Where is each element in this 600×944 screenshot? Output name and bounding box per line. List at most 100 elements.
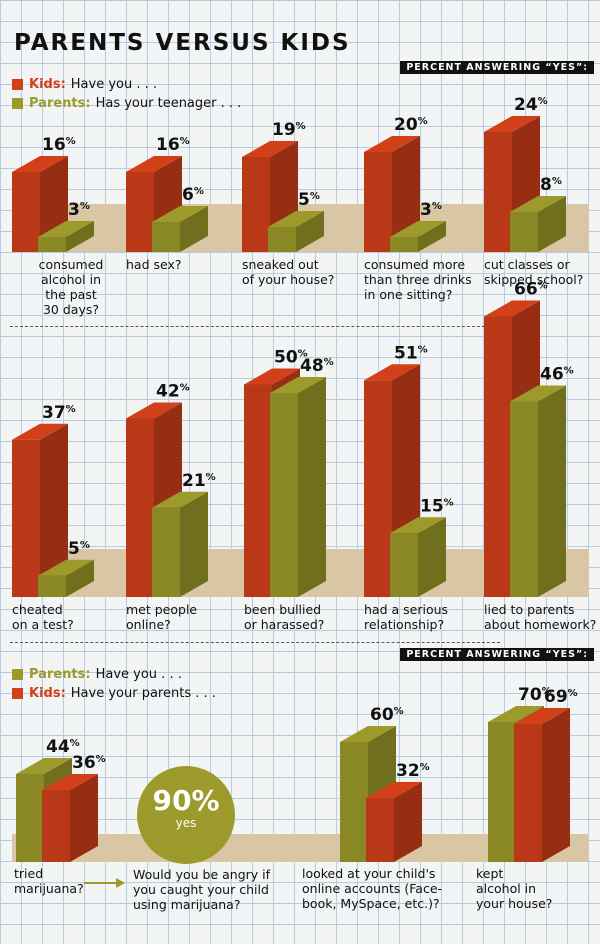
bar-top-parents-2-0: [16, 758, 72, 774]
category-label-0-2: sneaked out of your house?: [242, 257, 335, 287]
legend-kids-text: Have you . . .: [70, 77, 158, 92]
category-label-0-4: cut classes or skipped school?: [484, 257, 584, 287]
bar-front-kids-2-2: [514, 724, 542, 862]
bar-top-kids-1-1: [126, 402, 182, 419]
bar-side-kids-2-1: [394, 782, 422, 862]
bar-front-kids-0-0: [12, 172, 40, 252]
bar-side-parents-1-1: [180, 491, 208, 597]
legend-parents-text-bottom: Have you . . .: [95, 667, 182, 682]
bar-top-kids-1-3: [364, 364, 420, 381]
legend-item-parents-bottom: Parents: Have you . . .: [12, 665, 216, 684]
legend-item-parents: Parents: Has your teenager . . .: [12, 94, 241, 113]
bar-front-kids-2-0: [42, 790, 70, 862]
bar-side-kids-1-0: [40, 423, 68, 597]
value-label-kids-2-0: 36%: [72, 753, 106, 773]
bar-top-parents-0-3: [390, 221, 446, 237]
value-label-kids-1-3: 51%: [394, 343, 428, 363]
bar-front-parents-1-4: [510, 401, 538, 597]
bar-top-parents-1-2: [270, 377, 326, 393]
value-label-parents-0-4: 8%: [540, 175, 562, 195]
value-label-kids-0-1: 16%: [156, 135, 190, 155]
value-label-parents-2-0: 44%: [46, 737, 80, 757]
marijuana-angry-circle: 90% yes: [137, 766, 235, 864]
bar-front-kids-1-2: [244, 384, 272, 597]
question-note: Would you be angry if you caught your ch…: [133, 867, 271, 912]
category-label-1-0: cheated on a test?: [12, 602, 74, 632]
divider-1: [10, 326, 500, 327]
value-label-parents-2-1: 60%: [370, 705, 404, 725]
value-label-kids-1-4: 66%: [514, 280, 548, 300]
category-label-0-3: consumed more than three drinks in one s…: [364, 257, 472, 302]
bar-side-parents-0-2: [296, 211, 324, 252]
bar-front-kids-0-3: [364, 152, 392, 252]
bar-side-kids-2-2: [542, 708, 570, 862]
bar-front-parents-2-2: [488, 722, 516, 862]
bar-parents-1-4: [510, 385, 566, 597]
value-label-kids-0-3: 20%: [394, 115, 428, 135]
category-label-0-1: had sex?: [126, 257, 182, 272]
bar-side-parents-1-2: [298, 377, 326, 597]
bar-top-kids-0-1: [126, 156, 182, 172]
bar-top-parents-1-0: [38, 559, 94, 576]
bar-side-parents-0-0: [66, 221, 94, 252]
value-label-kids-1-0: 37%: [42, 403, 76, 423]
percent-answering-label-top: PERCENT ANSWERING “YES”:: [400, 61, 594, 74]
bar-front-parents-2-1: [340, 742, 368, 862]
value-label-parents-0-3: 3%: [420, 200, 442, 220]
category-label-2-2: kept alcohol in your house?: [476, 866, 553, 911]
bar-parents-1-3: [390, 517, 446, 597]
bar-top-parents-1-1: [152, 491, 208, 508]
bar-parents-0-2: [268, 211, 324, 252]
bar-top-kids-2-1: [366, 782, 422, 798]
bar-front-parents-0-1: [152, 222, 180, 252]
bar-top-kids-1-2: [244, 368, 300, 385]
value-label-parents-1-3: 15%: [420, 496, 454, 516]
bar-front-parents-2-0: [16, 774, 44, 862]
bar-side-kids-0-3: [392, 136, 420, 252]
value-label-parents-0-1: 6%: [182, 185, 204, 205]
bar-top-parents-0-1: [152, 206, 208, 222]
bar-kids-1-3: [364, 364, 420, 597]
bar-front-parents-0-0: [38, 237, 66, 252]
bar-kids-0-3: [364, 136, 420, 252]
category-label-2-0: tried marijuana?: [14, 866, 84, 896]
bar-top-parents-0-4: [510, 196, 566, 212]
bar-side-parents-1-4: [538, 385, 566, 597]
value-label-kids-1-2: 50%: [274, 348, 308, 368]
legend-kids-text-bottom: Have your parents . . .: [70, 686, 216, 701]
bar-kids-1-0: [12, 423, 68, 597]
bar-top-kids-2-2: [514, 708, 570, 724]
legend-top: Kids: Have you . . . Parents: Has your t…: [12, 75, 241, 113]
parents-swatch: [12, 98, 23, 109]
parents-swatch-bottom: [12, 669, 23, 680]
value-label-kids-0-4: 24%: [514, 95, 548, 115]
bar-side-parents-1-3: [418, 517, 446, 597]
legend-parents-who: Parents:: [29, 96, 91, 111]
bar-kids-2-0: [42, 774, 98, 862]
bar-front-parents-1-0: [38, 575, 66, 597]
bar-front-kids-0-4: [484, 132, 512, 252]
bar-side-parents-1-0: [66, 559, 94, 597]
kids-swatch-bottom: [12, 688, 23, 699]
category-label-1-1: met people online?: [126, 602, 198, 632]
bar-front-kids-0-2: [242, 157, 270, 252]
legend-bottom: Parents: Have you . . . Kids: Have your …: [12, 665, 216, 703]
legend-parents-text: Has your teenager . . .: [95, 96, 242, 111]
bar-top-parents-2-1: [340, 726, 396, 742]
value-label-kids-2-1: 32%: [396, 761, 430, 781]
legend-item-kids-bottom: Kids: Have your parents . . .: [12, 684, 216, 703]
chart-title: PARENTS VERSUS KIDS: [14, 30, 351, 56]
value-label-parents-1-0: 5%: [68, 539, 90, 559]
category-label-0-0: consumed alcohol in the past 30 days?: [38, 257, 104, 317]
legend-item-kids: Kids: Have you . . .: [12, 75, 241, 94]
bar-top-parents-1-4: [510, 385, 566, 402]
bar-kids-2-1: [366, 782, 422, 862]
value-label-parents-1-1: 21%: [182, 471, 216, 491]
bar-top-parents-2-2: [488, 706, 544, 722]
bar-front-kids-1-0: [12, 439, 40, 597]
bar-top-parents-0-2: [268, 211, 324, 227]
bar-front-parents-1-1: [152, 507, 180, 597]
bar-side-parents-0-1: [180, 206, 208, 252]
category-label-1-3: had a serious relationship?: [364, 602, 449, 632]
